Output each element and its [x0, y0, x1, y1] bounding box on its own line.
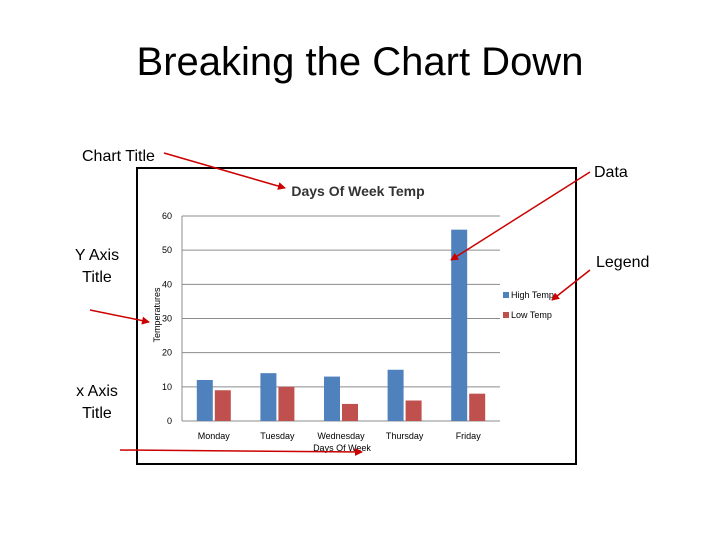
arrow-data	[450, 171, 591, 261]
x-tick-label: Wednesday	[317, 431, 365, 441]
x-tick-label: Monday	[198, 431, 231, 441]
legend-entry: Low Temp	[511, 310, 552, 320]
x-tick-label: Friday	[456, 431, 482, 441]
bar-low-tuesday	[278, 386, 295, 421]
chart-title: Days Of Week Temp	[291, 183, 424, 199]
arrow-chart-title	[163, 152, 286, 190]
bar-high-thursday	[387, 369, 404, 421]
x-axis-title: Days Of Week	[313, 443, 371, 453]
bar-low-friday	[469, 393, 486, 421]
bar-high-friday	[451, 229, 468, 421]
legend-swatch	[503, 312, 509, 318]
bar-low-thursday	[405, 400, 422, 421]
bar-high-monday	[196, 380, 213, 421]
callout-y-axis-title: Y Axis Title	[74, 247, 120, 286]
y-tick-label: 30	[162, 314, 172, 324]
y-axis-title: Temperatures	[152, 287, 162, 343]
y-tick-label: 10	[162, 382, 172, 392]
callout-chart-title: Chart Title	[82, 148, 155, 165]
bar-low-monday	[214, 390, 231, 421]
callout-legend: Legend	[596, 254, 650, 271]
legend-entry: High Temp	[511, 290, 554, 300]
callout-data: Data	[594, 164, 628, 181]
legend-swatch	[503, 292, 509, 298]
bar-low-wednesday	[342, 403, 358, 421]
x-tick-label: Tuesday	[260, 431, 295, 441]
bar-high-tuesday	[260, 373, 277, 421]
arrow-legend	[551, 269, 591, 301]
arrow-y-axis	[89, 309, 150, 325]
y-tick-label: 60	[162, 211, 172, 221]
y-tick-label: 20	[162, 348, 172, 358]
x-tick-label: Thursday	[386, 431, 424, 441]
y-tick-label: 50	[162, 245, 172, 255]
chart-frame	[136, 167, 577, 465]
slide-title: Breaking the Chart Down	[136, 40, 584, 84]
bar-high-wednesday	[324, 376, 340, 421]
arrow-x-axis	[119, 447, 363, 456]
y-tick-label: 0	[167, 416, 172, 426]
y-tick-label: 40	[162, 279, 172, 289]
callout-x-axis-title: x Axis Title	[76, 383, 118, 422]
